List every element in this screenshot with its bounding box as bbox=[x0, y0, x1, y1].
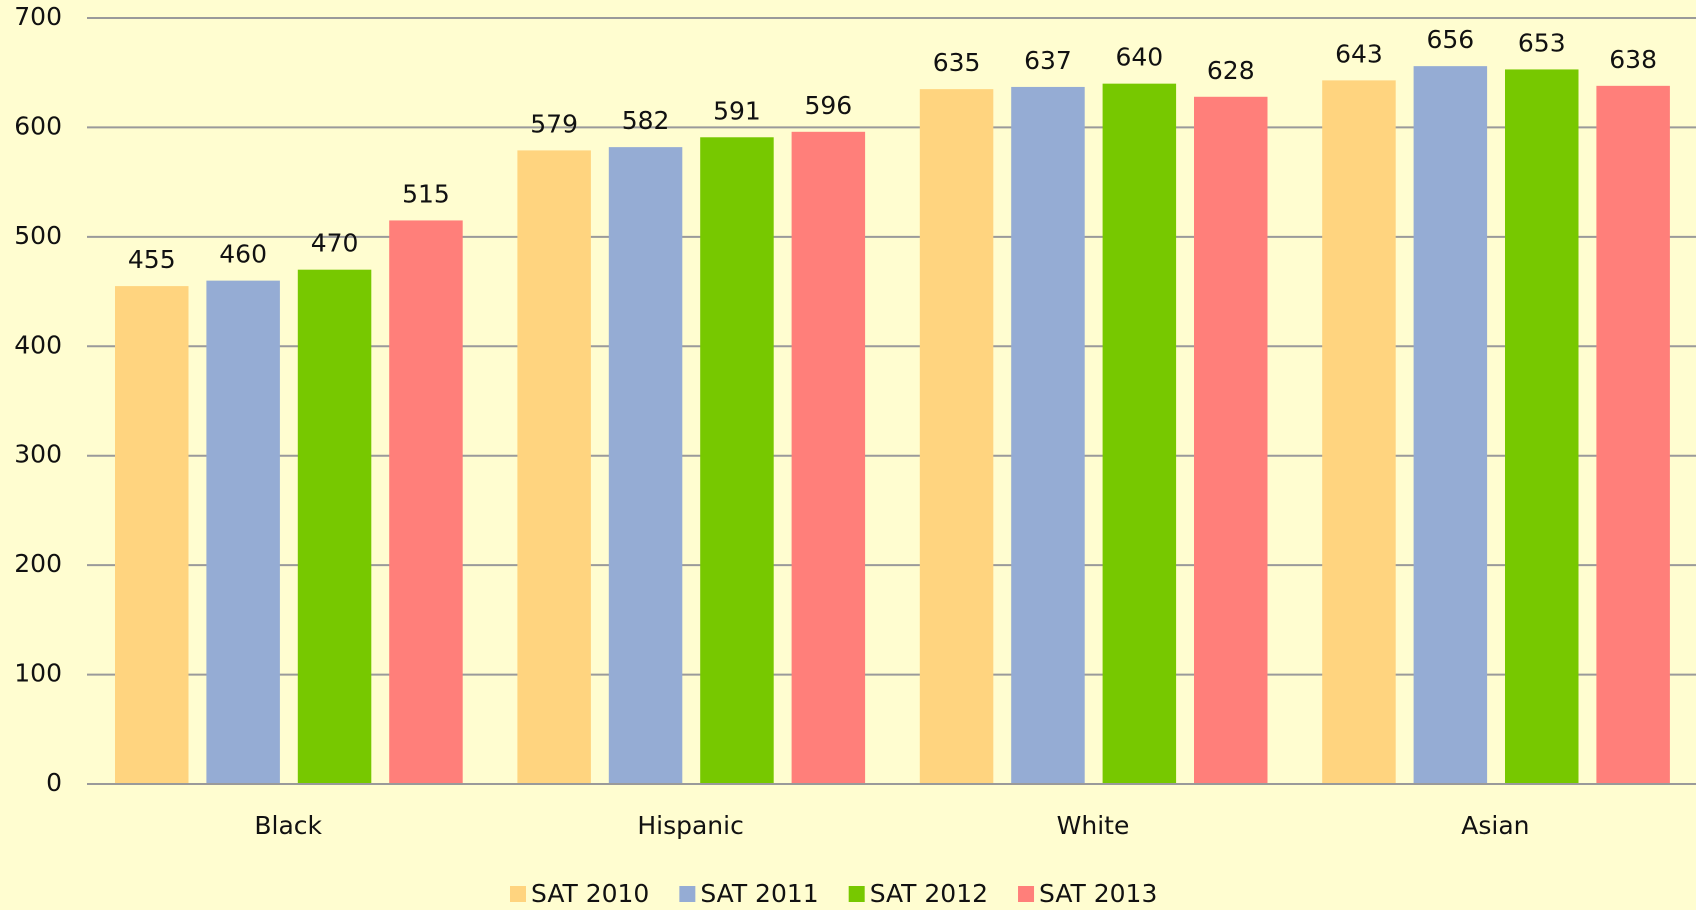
y-tick-label: 700 bbox=[14, 2, 62, 31]
legend-label: SAT 2010 bbox=[531, 879, 649, 908]
bar bbox=[297, 269, 372, 785]
bar bbox=[1102, 83, 1177, 784]
bar bbox=[517, 150, 591, 784]
legend-swatch bbox=[1018, 886, 1035, 902]
data-label: 460 bbox=[219, 240, 267, 269]
bar bbox=[608, 147, 683, 784]
legend-label: SAT 2012 bbox=[870, 879, 988, 908]
data-label: 582 bbox=[622, 106, 670, 135]
data-label: 596 bbox=[804, 91, 852, 120]
y-tick-label: 200 bbox=[14, 549, 62, 578]
x-tick-label: Hispanic bbox=[637, 811, 744, 840]
data-label: 515 bbox=[402, 179, 450, 208]
data-label: 653 bbox=[1518, 28, 1566, 57]
bar bbox=[700, 137, 774, 784]
legend-label: SAT 2011 bbox=[700, 879, 818, 908]
legend-swatch bbox=[679, 886, 696, 902]
x-tick-label: Asian bbox=[1461, 811, 1529, 840]
data-label: 643 bbox=[1335, 39, 1383, 68]
y-tick-label: 100 bbox=[14, 659, 62, 688]
bar bbox=[389, 220, 463, 784]
y-tick-label: 500 bbox=[14, 221, 62, 250]
legend-label: SAT 2013 bbox=[1039, 879, 1157, 908]
data-label: 579 bbox=[530, 109, 578, 138]
y-tick-label: 300 bbox=[14, 440, 62, 469]
bar bbox=[791, 131, 866, 784]
bar bbox=[919, 89, 994, 785]
bar bbox=[1413, 66, 1488, 785]
x-tick-label: White bbox=[1057, 811, 1130, 840]
x-tick-label: Black bbox=[254, 811, 322, 840]
data-label: 635 bbox=[933, 48, 981, 77]
bar bbox=[1505, 69, 1579, 785]
bar bbox=[1011, 86, 1085, 784]
bar bbox=[1322, 80, 1396, 785]
y-tick-label: 600 bbox=[14, 111, 62, 140]
data-label: 656 bbox=[1426, 25, 1474, 54]
data-label: 591 bbox=[713, 96, 761, 125]
legend-swatch bbox=[848, 886, 865, 902]
bar bbox=[1596, 85, 1670, 785]
bar bbox=[206, 280, 280, 784]
y-tick-label: 0 bbox=[46, 768, 62, 797]
data-label: 628 bbox=[1207, 56, 1255, 85]
data-label: 455 bbox=[128, 245, 176, 274]
data-label: 637 bbox=[1024, 46, 1072, 75]
bar bbox=[1194, 96, 1268, 784]
legend-swatch bbox=[510, 886, 526, 902]
data-label: 640 bbox=[1115, 43, 1163, 72]
data-label: 638 bbox=[1609, 45, 1657, 74]
bar bbox=[115, 286, 189, 784]
data-label: 470 bbox=[311, 229, 359, 258]
y-tick-label: 400 bbox=[14, 330, 62, 359]
